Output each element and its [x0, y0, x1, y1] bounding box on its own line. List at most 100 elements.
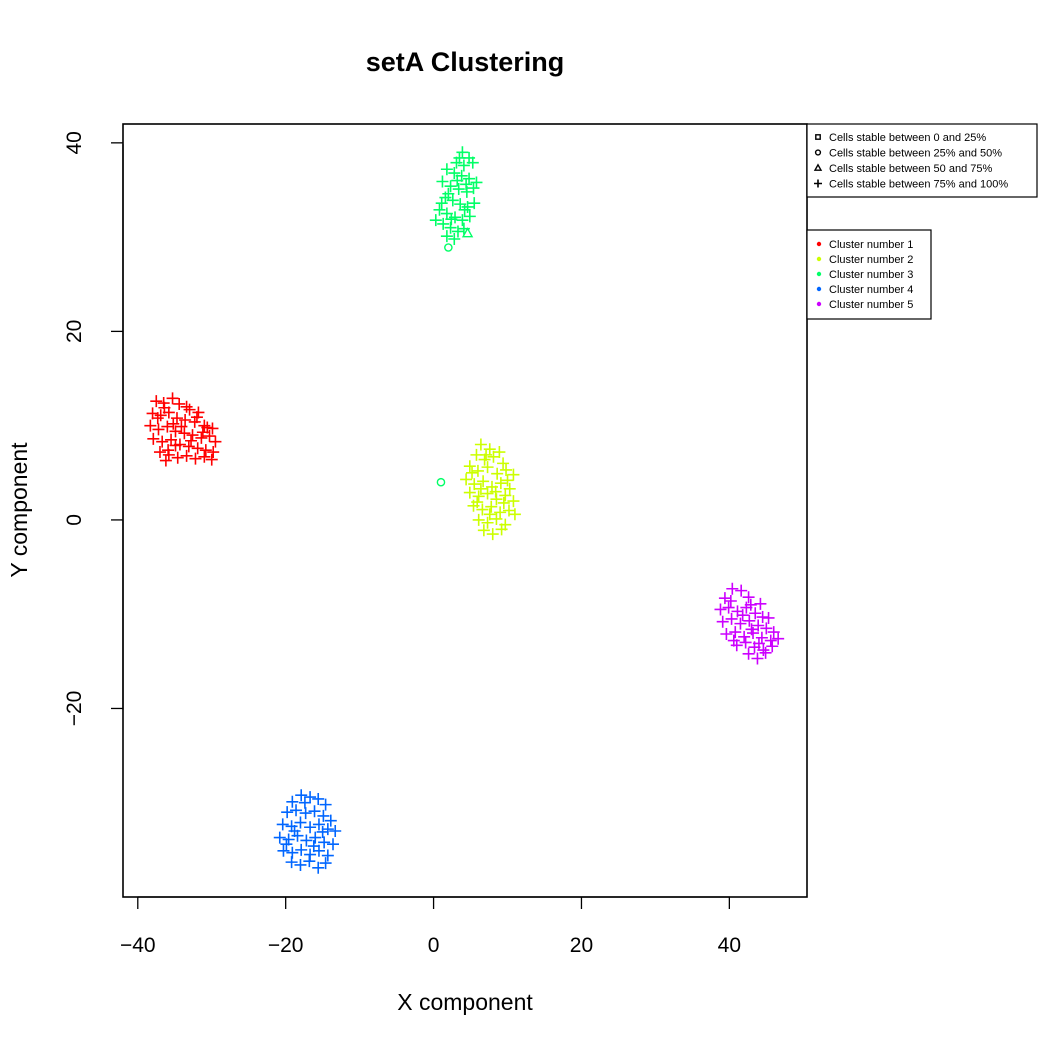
legend-cluster-label: Cluster number 5 — [829, 299, 913, 311]
data-point — [503, 482, 516, 495]
data-point — [190, 411, 203, 424]
data-point — [317, 809, 330, 822]
data-point — [724, 594, 737, 607]
data-point — [739, 636, 752, 649]
data-point — [273, 831, 286, 844]
x-tick-label: 0 — [428, 934, 440, 957]
plot-frame — [122, 123, 808, 898]
data-point — [178, 427, 191, 440]
cluster-1-points — [144, 392, 222, 467]
data-point — [470, 176, 483, 189]
data-point — [436, 477, 446, 487]
data-point — [281, 806, 294, 819]
y-tick-label: 40 — [63, 131, 86, 154]
data-point — [286, 795, 299, 808]
data-point — [752, 637, 765, 650]
data-point — [757, 644, 770, 657]
data-point — [153, 446, 166, 459]
data-point — [716, 615, 729, 628]
data-point — [203, 430, 216, 443]
data-point — [507, 468, 520, 481]
data-point — [735, 584, 748, 597]
data-point — [772, 632, 785, 645]
data-point — [760, 622, 773, 635]
data-point — [199, 444, 212, 457]
data-point — [440, 163, 453, 176]
data-point — [742, 647, 755, 660]
data-point — [460, 473, 473, 486]
data-point — [493, 446, 506, 459]
data-point — [734, 617, 747, 630]
data-point — [481, 516, 494, 529]
legend-stability-label: Cells stable between 25% and 50% — [829, 148, 1002, 160]
data-point — [185, 434, 198, 447]
data-point — [448, 167, 461, 180]
data-point — [162, 444, 175, 457]
data-point — [726, 582, 739, 595]
legend-stability-label: Cells stable between 75% and 100% — [829, 179, 1008, 191]
data-point — [312, 861, 325, 874]
data-point — [285, 856, 298, 869]
data-point — [158, 401, 171, 414]
data-point — [476, 503, 489, 516]
data-point — [321, 823, 334, 836]
data-point — [742, 591, 755, 604]
data-point — [714, 603, 727, 616]
data-point — [280, 838, 293, 851]
data-point — [508, 508, 521, 521]
data-point — [736, 609, 749, 622]
data-point — [437, 217, 450, 230]
legend-stability: Cells stable between 0 and 25% Cells stab… — [806, 123, 1038, 198]
data-point — [720, 627, 733, 640]
legend-cluster-label: Cluster number 3 — [829, 269, 913, 281]
data-point — [312, 792, 325, 805]
cluster-4-points — [273, 789, 342, 874]
data-point — [319, 798, 332, 811]
data-point — [767, 626, 780, 639]
data-point — [295, 843, 308, 856]
data-point — [499, 489, 512, 502]
data-point — [436, 175, 449, 188]
data-point — [294, 816, 307, 829]
data-point — [444, 243, 453, 252]
data-point — [745, 623, 758, 636]
data-point — [179, 414, 192, 427]
data-point — [491, 467, 504, 480]
data-point — [468, 478, 481, 491]
data-point — [167, 417, 180, 430]
legend-clusters-box — [806, 229, 932, 320]
legend-stability-label: Cells stable between 50 and 75% — [829, 163, 992, 175]
data-point — [481, 487, 494, 500]
data-point — [159, 454, 172, 467]
data-point — [764, 634, 777, 647]
data-point — [276, 818, 289, 831]
data-point — [206, 422, 219, 435]
data-point — [483, 508, 496, 521]
x-axis-title: X component — [397, 989, 533, 1015]
data-point — [474, 482, 487, 495]
data-point — [209, 435, 222, 448]
data-point — [295, 789, 308, 802]
data-point — [725, 612, 738, 625]
legend-marker-square — [815, 134, 821, 140]
data-point — [186, 429, 199, 442]
data-point — [468, 197, 481, 210]
data-point — [463, 172, 476, 185]
data-point — [446, 194, 459, 207]
data-point — [166, 392, 179, 405]
data-point — [205, 453, 218, 466]
data-point — [171, 451, 184, 464]
data-point — [471, 464, 484, 477]
legend-stability-label: Cells stable between 0 and 25% — [829, 132, 986, 144]
data-point — [300, 834, 313, 847]
x-tick-label: −40 — [120, 934, 156, 957]
data-point — [442, 187, 455, 200]
data-point — [751, 652, 764, 665]
y-tick-label: 0 — [63, 514, 86, 526]
legend-cluster-label: Cluster number 2 — [829, 254, 913, 266]
data-point — [304, 821, 317, 834]
data-point — [756, 611, 769, 624]
data-point — [500, 463, 513, 476]
data-point — [452, 183, 465, 196]
data-point — [180, 449, 193, 462]
